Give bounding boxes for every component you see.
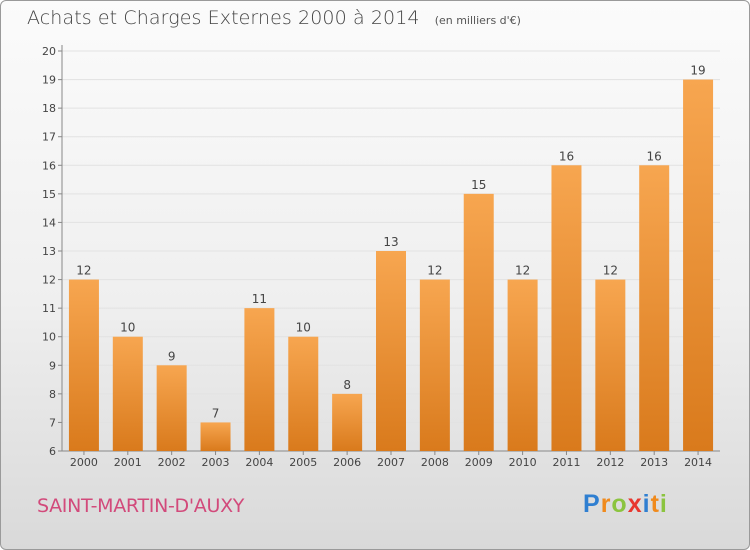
- x-tick-label: 2001: [114, 456, 142, 469]
- y-tick-label: 6: [49, 445, 56, 458]
- bar-value-label: 8: [343, 378, 351, 392]
- y-tick-label: 8: [49, 388, 56, 401]
- bar-value-label: 11: [252, 292, 267, 306]
- y-tick-label: 12: [42, 274, 56, 287]
- bar: [112, 336, 143, 451]
- logo-letter: o: [611, 490, 628, 518]
- bar-value-label: 19: [690, 64, 705, 78]
- bar-value-label: 9: [168, 349, 176, 363]
- bar-value-label: 10: [120, 321, 135, 335]
- bar-value-label: 12: [603, 264, 618, 278]
- y-tick-label: 14: [42, 216, 56, 229]
- x-tick-label: 2006: [333, 456, 361, 469]
- y-tick-label: 13: [42, 245, 56, 258]
- bar-chart: 6 7 8 9 10 11 12 13 14 15 16 17 18 19 20 12 2000 10 2001 9…: [42, 45, 720, 469]
- x-tick-label: 2002: [158, 456, 186, 469]
- bar-value-label: 15: [471, 178, 486, 192]
- bar: [507, 279, 538, 451]
- x-tick-label: 2014: [684, 456, 712, 469]
- y-tick-label: 10: [42, 331, 56, 344]
- y-tick-label: 17: [42, 131, 56, 144]
- logo-letter: t: [650, 490, 660, 518]
- bar: [683, 79, 714, 452]
- bar-value-label: 10: [296, 321, 311, 335]
- logo-letter: i: [642, 490, 651, 518]
- commune-name: SAINT-MARTIN-D'AUXY: [37, 495, 245, 517]
- y-tick-label: 16: [42, 159, 56, 172]
- bar: [332, 393, 363, 451]
- bar: [288, 336, 319, 451]
- bar-value-label: 16: [647, 149, 662, 163]
- bar-value-label: 16: [559, 149, 574, 163]
- logo-letter: P: [583, 490, 601, 518]
- x-tick-label: 2000: [70, 456, 98, 469]
- y-tick-label: 20: [42, 45, 56, 58]
- bar-value-label: 13: [383, 235, 398, 249]
- y-tick-label: 18: [42, 102, 56, 115]
- bar: [376, 251, 406, 451]
- bar: [156, 365, 187, 451]
- bar: [200, 422, 231, 451]
- chart-title: Achats et Charges Externes 2000 à 2014: [27, 7, 420, 29]
- x-tick-label: 2003: [202, 456, 230, 469]
- x-tick-label: 2005: [289, 456, 317, 469]
- bar: [463, 193, 494, 451]
- y-tick-label: 19: [42, 74, 56, 87]
- x-tick-label: 2009: [465, 456, 493, 469]
- labels: 12 2000 10 2001 9 2002 7 2003 11 2004 10 2005 8 2006 1…: [70, 64, 712, 469]
- chart-title-block: Achats et Charges Externes 2000 à 2014 (…: [27, 7, 521, 29]
- x-tick-label: 2007: [377, 456, 405, 469]
- bar: [595, 279, 626, 451]
- x-tick-label: 2004: [245, 456, 273, 469]
- y-tick-label: 7: [49, 416, 56, 429]
- bar: [419, 279, 450, 451]
- bar: [639, 165, 670, 452]
- bar: [244, 308, 275, 451]
- x-tick-label: 2012: [596, 456, 624, 469]
- bars: [68, 79, 714, 452]
- bar: [68, 279, 99, 451]
- proxiti-logo[interactable]: Proxiti: [583, 490, 668, 519]
- bar-value-label: 12: [76, 264, 91, 278]
- y-tick-label: 9: [49, 359, 56, 372]
- bar: [551, 165, 582, 452]
- logo-letter: x: [627, 490, 643, 518]
- logo-letter: i: [659, 490, 668, 518]
- bar-value-label: 12: [515, 264, 530, 278]
- x-tick-label: 2010: [509, 456, 537, 469]
- x-tick-label: 2011: [552, 456, 580, 469]
- bar-value-label: 12: [427, 264, 442, 278]
- bar-value-label: 7: [212, 406, 220, 420]
- logo-letter: r: [600, 490, 612, 518]
- y-tick-label: 15: [42, 188, 56, 201]
- x-tick-label: 2013: [640, 456, 668, 469]
- x-tick-label: 2008: [421, 456, 449, 469]
- y-tick-label: 11: [42, 302, 56, 315]
- chart-subtitle: (en milliers d'€): [434, 14, 521, 27]
